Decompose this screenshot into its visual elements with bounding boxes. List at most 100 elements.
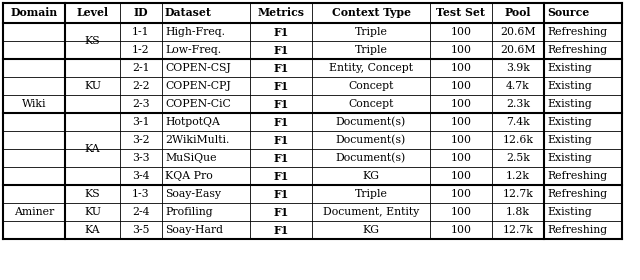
Text: Existing: Existing — [547, 117, 592, 127]
Text: Existing: Existing — [547, 135, 592, 145]
Text: Metrics: Metrics — [257, 8, 305, 18]
Text: KQA Pro: KQA Pro — [165, 171, 212, 181]
Text: Existing: Existing — [547, 153, 592, 163]
Text: F1: F1 — [273, 134, 289, 146]
Text: 2.3k: 2.3k — [506, 99, 530, 109]
Text: 20.6M: 20.6M — [500, 27, 536, 37]
Text: Entity, Concept: Entity, Concept — [329, 63, 413, 73]
Text: Triple: Triple — [355, 189, 387, 199]
Text: 1-2: 1-2 — [132, 45, 150, 55]
Text: Document(s): Document(s) — [336, 135, 406, 145]
Text: KS: KS — [84, 189, 100, 199]
Text: Soay-Hard: Soay-Hard — [165, 225, 223, 235]
Text: Refreshing: Refreshing — [547, 27, 607, 37]
Text: 100: 100 — [451, 45, 472, 55]
Text: 12.7k: 12.7k — [502, 225, 533, 235]
Text: 7.4k: 7.4k — [506, 117, 530, 127]
Text: Test Set: Test Set — [436, 8, 486, 18]
Text: Aminer: Aminer — [14, 207, 54, 217]
Text: MuSiQue: MuSiQue — [165, 153, 216, 163]
Text: 2WikiMulti.: 2WikiMulti. — [165, 135, 229, 145]
Text: Profiling: Profiling — [165, 207, 212, 217]
Text: KG: KG — [362, 225, 380, 235]
Text: High-Freq.: High-Freq. — [165, 27, 225, 37]
Text: 3.9k: 3.9k — [506, 63, 530, 73]
Text: 1.8k: 1.8k — [506, 207, 530, 217]
Text: F1: F1 — [273, 62, 289, 74]
Text: 2.5k: 2.5k — [506, 153, 530, 163]
Text: F1: F1 — [273, 27, 289, 38]
Text: F1: F1 — [273, 188, 289, 199]
Text: 100: 100 — [451, 81, 472, 91]
Text: COPEN-CiC: COPEN-CiC — [165, 99, 231, 109]
Text: Triple: Triple — [355, 27, 387, 37]
Text: Refreshing: Refreshing — [547, 45, 607, 55]
Text: COPEN-CPJ: COPEN-CPJ — [165, 81, 231, 91]
Text: HotpotQA: HotpotQA — [165, 117, 220, 127]
Text: F1: F1 — [273, 116, 289, 127]
Text: 100: 100 — [451, 117, 472, 127]
Text: 100: 100 — [451, 27, 472, 37]
Text: 2-3: 2-3 — [132, 99, 150, 109]
Text: 3-2: 3-2 — [132, 135, 150, 145]
Text: ID: ID — [134, 8, 148, 18]
Text: 100: 100 — [451, 153, 472, 163]
Text: F1: F1 — [273, 99, 289, 109]
Text: Dataset: Dataset — [165, 8, 212, 18]
Text: Source: Source — [547, 8, 589, 18]
Text: KA: KA — [84, 225, 100, 235]
Text: Context Type: Context Type — [332, 8, 410, 18]
Text: 3-5: 3-5 — [132, 225, 150, 235]
Text: Existing: Existing — [547, 99, 592, 109]
Text: 100: 100 — [451, 207, 472, 217]
Text: KU: KU — [84, 81, 101, 91]
Text: 1-3: 1-3 — [132, 189, 150, 199]
Text: 3-3: 3-3 — [132, 153, 150, 163]
Text: Existing: Existing — [547, 207, 592, 217]
Text: Existing: Existing — [547, 81, 592, 91]
Text: Concept: Concept — [348, 81, 394, 91]
Text: 4.7k: 4.7k — [506, 81, 530, 91]
Text: 2-4: 2-4 — [132, 207, 150, 217]
Text: Existing: Existing — [547, 63, 592, 73]
Text: Document(s): Document(s) — [336, 117, 406, 127]
Text: 12.7k: 12.7k — [502, 189, 533, 199]
Text: Concept: Concept — [348, 99, 394, 109]
Text: 100: 100 — [451, 189, 472, 199]
Text: Wiki: Wiki — [22, 99, 46, 109]
Text: 2-2: 2-2 — [132, 81, 150, 91]
Text: Refreshing: Refreshing — [547, 225, 607, 235]
Text: 100: 100 — [451, 171, 472, 181]
Text: 100: 100 — [451, 99, 472, 109]
Text: F1: F1 — [273, 225, 289, 235]
Text: Document(s): Document(s) — [336, 153, 406, 163]
Text: 20.6M: 20.6M — [500, 45, 536, 55]
Text: Domain: Domain — [10, 8, 58, 18]
Text: F1: F1 — [273, 207, 289, 218]
Text: 12.6k: 12.6k — [502, 135, 534, 145]
Text: Level: Level — [76, 8, 109, 18]
Text: 3-4: 3-4 — [132, 171, 150, 181]
Text: COPEN-CSJ: COPEN-CSJ — [165, 63, 231, 73]
Text: 1-1: 1-1 — [132, 27, 150, 37]
Text: 100: 100 — [451, 63, 472, 73]
Text: F1: F1 — [273, 171, 289, 181]
Text: 3-1: 3-1 — [132, 117, 150, 127]
Text: Low-Freq.: Low-Freq. — [165, 45, 221, 55]
Text: Refreshing: Refreshing — [547, 171, 607, 181]
Text: KA: KA — [84, 144, 100, 154]
Text: Refreshing: Refreshing — [547, 189, 607, 199]
Text: F1: F1 — [273, 81, 289, 92]
Text: 1.2k: 1.2k — [506, 171, 530, 181]
Text: Document, Entity: Document, Entity — [323, 207, 419, 217]
Text: KU: KU — [84, 207, 101, 217]
Text: Soay-Easy: Soay-Easy — [165, 189, 221, 199]
Text: KS: KS — [84, 36, 100, 46]
Text: 100: 100 — [451, 135, 472, 145]
Text: KG: KG — [362, 171, 380, 181]
Text: 100: 100 — [451, 225, 472, 235]
Text: F1: F1 — [273, 153, 289, 164]
Text: 2-1: 2-1 — [132, 63, 150, 73]
Text: F1: F1 — [273, 45, 289, 55]
Text: Pool: Pool — [505, 8, 531, 18]
